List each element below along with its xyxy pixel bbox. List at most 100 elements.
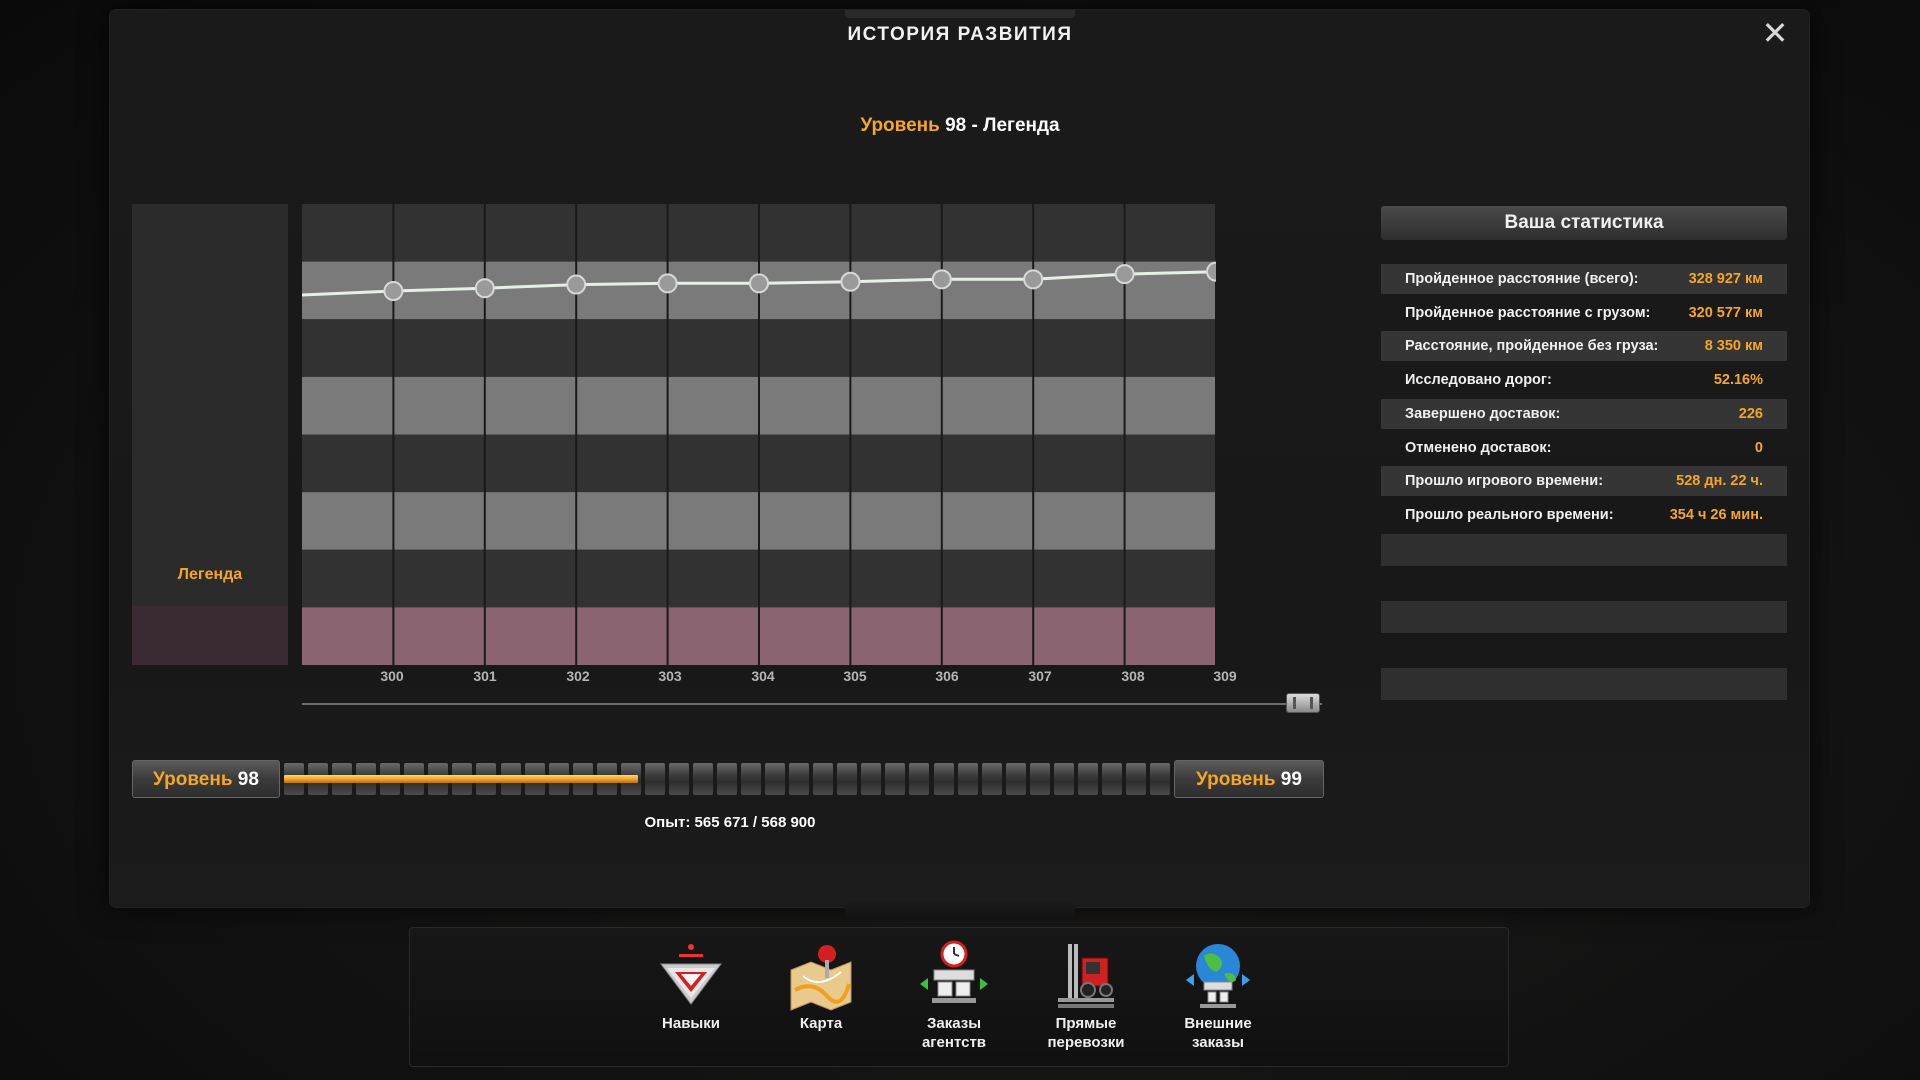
- stat-value: 354 ч 26 мин.: [1669, 506, 1763, 523]
- data-point: [566, 274, 587, 295]
- level-heading-prefix: Уровень: [860, 115, 940, 136]
- nav-item-external-orders[interactable]: Внешние заказы: [1163, 940, 1273, 1052]
- stat-row: Расстояние, пройденное без груза: 8 350 к…: [1381, 331, 1787, 362]
- nav-label-external-orders: Внешние заказы: [1184, 1015, 1252, 1051]
- xp-segment: [909, 763, 930, 795]
- stat-row-empty: [1381, 534, 1787, 566]
- stat-value: 320 577 км: [1688, 304, 1763, 321]
- stat-value: 528 дн. 22 ч.: [1676, 473, 1763, 490]
- xp-segment: [668, 763, 689, 795]
- data-point: [657, 273, 678, 294]
- stat-label: Отменено доставок:: [1405, 439, 1552, 456]
- stats-header: Ваша статистика: [1381, 206, 1787, 240]
- skills-icon: [660, 944, 722, 1005]
- agency-orders-icon: [920, 940, 988, 1003]
- xp-segment: [1101, 763, 1122, 795]
- stat-label: Прошло реального времени:: [1405, 506, 1614, 523]
- x-tick-label: 303: [658, 668, 682, 684]
- xp-segment: [765, 763, 786, 795]
- nav-item-direct-transport[interactable]: Прямые перевозки: [1031, 940, 1141, 1052]
- xp-segment: [1125, 763, 1146, 795]
- globe-icon: [1186, 944, 1250, 1008]
- x-tick-label: 305: [843, 668, 867, 684]
- stat-row: Прошло игрового времени: 528 дн. 22 ч.: [1381, 466, 1787, 497]
- stat-row: Пройденное расстояние (всего): 328 927 км: [1381, 264, 1787, 294]
- data-point: [1023, 269, 1044, 290]
- xp-segment: [957, 763, 978, 795]
- x-tick-label: 306: [935, 668, 959, 684]
- stat-row-empty: [1381, 601, 1787, 633]
- xp-current-level: Уровень 98: [132, 760, 280, 798]
- xp-segment: [789, 763, 810, 795]
- xp-segment: [717, 763, 737, 795]
- xp-segment: [1053, 763, 1074, 795]
- stat-row: Завершено доставок: 226: [1381, 398, 1787, 429]
- data-point: [383, 281, 404, 302]
- xp-next-level: Уровень 99: [1174, 760, 1324, 798]
- x-tick-label: 308: [1121, 668, 1145, 684]
- level-heading-value: 98 - Легенда: [945, 115, 1060, 136]
- nav-item-skills[interactable]: Навыки: [636, 940, 746, 1033]
- xp-segment: [837, 763, 858, 795]
- stat-value: 0: [1754, 439, 1763, 456]
- close-icon[interactable]: ✕: [1761, 15, 1789, 51]
- nav-label-map: Карта: [799, 1015, 843, 1032]
- chart-svg: [302, 204, 1216, 665]
- stat-row: Пройденное расстояние с грузом: 320 577 к…: [1381, 298, 1787, 328]
- nav-label-skills: Навыки: [662, 1015, 720, 1032]
- top-tab-decoration: [845, 10, 1075, 18]
- xp-next-level-prefix: Уровень: [1196, 769, 1276, 790]
- chart-scroll-track[interactable]: [302, 703, 1322, 705]
- bottom-tab-decoration: [845, 898, 1075, 920]
- xp-text: Опыт: 565 671 / 568 900: [644, 814, 816, 831]
- x-tick-label: 301: [473, 668, 497, 684]
- data-point: [1206, 261, 1216, 282]
- xp-segment: [1150, 763, 1170, 795]
- data-point: [1114, 264, 1135, 285]
- stat-value: 226: [1738, 405, 1763, 422]
- stat-value: 52.16%: [1713, 372, 1763, 389]
- data-point: [749, 273, 769, 294]
- stat-row: Исследовано дорог: 52.16%: [1381, 365, 1787, 395]
- stat-row-empty: [1381, 668, 1787, 700]
- xp-segment: [813, 763, 834, 795]
- xp-segment: [981, 763, 1002, 795]
- xp-segment: [1005, 763, 1026, 795]
- xp-current-level-prefix: Уровень: [153, 769, 233, 790]
- stat-row: Прошло реального времени: 354 ч 26 мин.: [1381, 500, 1787, 530]
- stat-value: 328 927 км: [1688, 271, 1763, 287]
- x-tick-label: 307: [1028, 668, 1052, 684]
- x-tick-label: 300: [380, 668, 404, 684]
- xp-segment: [741, 763, 762, 795]
- xp-current-level-value: 98: [237, 769, 259, 790]
- nav-label-agency-orders: Заказы агентств: [921, 1015, 987, 1051]
- stat-label: Завершено доставок:: [1405, 405, 1561, 422]
- nav-item-agency-orders[interactable]: Заказы агентств: [899, 940, 1009, 1052]
- xp-next-level-value: 99: [1280, 769, 1302, 790]
- stat-label: Расстояние, пройденное без груза:: [1405, 338, 1659, 355]
- x-tick-label: 302: [566, 668, 590, 684]
- xp-bar: Уровень 98 Уровень 99: [132, 760, 1324, 798]
- window-title: ИСТОРИЯ РАЗВИТИЯ: [847, 24, 1073, 45]
- xp-segment: [861, 763, 882, 795]
- xp-segment: [644, 763, 665, 795]
- legend-label: Легенда: [177, 566, 243, 583]
- xp-segment: [933, 763, 954, 795]
- data-point: [840, 271, 861, 292]
- stats-panel: Ваша статистика Пройденное расстояние (в…: [1381, 206, 1787, 700]
- chart-scroll-handle[interactable]: [1286, 693, 1320, 713]
- x-tick-label: 309: [1213, 668, 1237, 684]
- legend-column: [132, 204, 288, 665]
- xp-progress-fill: [284, 775, 639, 783]
- xp-segment: [885, 763, 906, 795]
- xp-progress-track: [284, 763, 1170, 795]
- stat-value: 8 350 км: [1704, 338, 1763, 355]
- stat-label: Исследовано дорог:: [1405, 372, 1552, 389]
- xp-segment: [1029, 763, 1050, 795]
- xp-segment: [692, 763, 713, 795]
- stat-label: Пройденное расстояние с грузом:: [1405, 304, 1651, 321]
- map-icon: [790, 945, 852, 1011]
- nav-item-map[interactable]: Карта: [766, 940, 876, 1033]
- data-point: [474, 278, 495, 299]
- legend-column-bottom: [132, 606, 288, 665]
